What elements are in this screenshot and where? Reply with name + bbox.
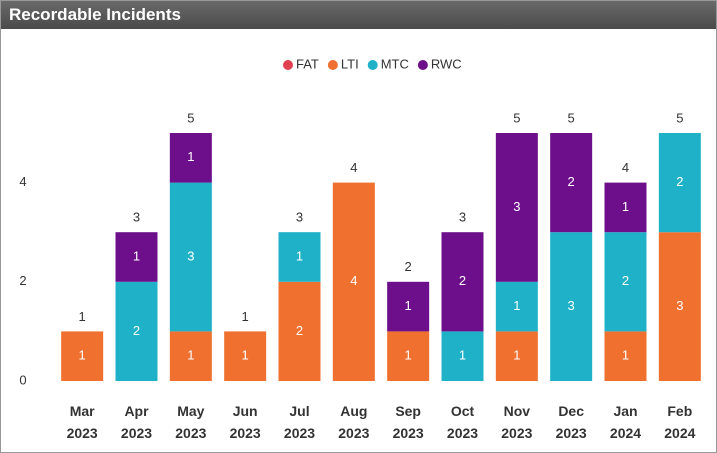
bar-segment — [604, 182, 647, 233]
y-tick-label: 2 — [19, 273, 26, 288]
total-label: 3 — [459, 210, 466, 225]
segment-label: 3 — [676, 298, 683, 313]
segment-label: 1 — [622, 199, 629, 214]
total-label: 5 — [513, 110, 520, 125]
legend-label: LTI — [341, 56, 359, 71]
bar-segment — [495, 281, 538, 332]
segment-label: 2 — [459, 273, 466, 288]
bar-segment — [61, 331, 104, 381]
y-tick-label: 0 — [19, 372, 26, 387]
x-tick-label: Sep 2023 — [392, 403, 424, 441]
x-tick-label: Jun 2023 — [229, 403, 261, 441]
bar-segment — [441, 331, 484, 381]
legend-label: RWC — [431, 56, 462, 71]
segment-label: 1 — [459, 348, 466, 363]
bar-segment — [115, 232, 158, 282]
legend-label: MTC — [381, 56, 409, 71]
bar-segment — [550, 232, 593, 381]
bar-segment — [115, 281, 158, 381]
segment-label: 3 — [187, 248, 194, 263]
x-tick-label: May 2023 — [175, 403, 207, 441]
total-label: 4 — [622, 160, 629, 175]
segment-label: 4 — [350, 273, 357, 288]
bar-segment — [169, 133, 212, 183]
segment-label: 1 — [296, 248, 303, 263]
x-tick-label: Mar 2023 — [66, 403, 98, 441]
total-label: 3 — [133, 210, 140, 225]
segment-label: 2 — [296, 323, 303, 338]
x-tick-label: Dec 2023 — [555, 403, 587, 441]
bar-segment — [604, 331, 647, 381]
total-label: 4 — [350, 160, 357, 175]
segment-label: 1 — [405, 298, 412, 313]
legend-swatch — [367, 60, 378, 70]
legend-swatch — [283, 60, 293, 70]
total-label: 5 — [568, 110, 575, 125]
segment-label: 3 — [568, 298, 575, 313]
legend-swatch — [417, 60, 428, 70]
x-tick-label: Apr 2023 — [120, 403, 153, 441]
x-tick-label: Jul 2023 — [283, 403, 316, 441]
segment-label: 1 — [79, 348, 86, 363]
total-label: 1 — [242, 309, 249, 324]
bar-segment — [278, 281, 321, 381]
total-label: 2 — [405, 259, 412, 274]
bar-segment — [441, 232, 484, 332]
segment-label: 1 — [405, 348, 412, 363]
bar-segment — [495, 331, 538, 381]
panel-title: Recordable Incidents — [1, 1, 716, 29]
total-label: 1 — [79, 309, 86, 324]
bar-segment — [224, 331, 267, 381]
x-tick-label: Feb 2024 — [664, 403, 696, 441]
x-tick-label: Oct 2023 — [446, 403, 479, 441]
bar-segment — [495, 133, 538, 282]
legend-swatch — [327, 60, 338, 70]
segment-label: 2 — [622, 273, 629, 288]
total-label: 5 — [676, 110, 683, 125]
x-tick-label: Nov 2023 — [501, 403, 533, 441]
segment-label: 1 — [513, 348, 520, 363]
total-label: 5 — [187, 110, 194, 125]
x-tick-label: Jan 2024 — [609, 403, 642, 441]
y-tick-label: 4 — [19, 174, 26, 189]
bar-segment — [332, 182, 375, 381]
total-label: 3 — [296, 210, 303, 225]
bar-segment — [658, 133, 701, 233]
bar-segment — [278, 232, 321, 282]
bar-segment — [658, 232, 701, 381]
segment-label: 2 — [676, 174, 683, 189]
segment-label: 3 — [513, 199, 520, 214]
bar-segment — [387, 331, 430, 381]
bar-segment — [169, 182, 212, 332]
bar-segment — [387, 281, 430, 332]
segment-label: 1 — [242, 348, 249, 363]
x-tick-label: Aug 2023 — [338, 403, 370, 441]
bar-segment — [169, 331, 212, 381]
segment-label: 1 — [187, 149, 194, 164]
bar-segment — [604, 232, 647, 332]
segment-label: 2 — [133, 323, 140, 338]
legend-label: FAT — [296, 56, 319, 71]
segment-label: 1 — [133, 248, 140, 263]
segment-label: 1 — [187, 348, 194, 363]
segment-label: 1 — [622, 348, 629, 363]
segment-label: 2 — [568, 174, 575, 189]
bar-segment — [550, 133, 593, 233]
segment-label: 1 — [513, 298, 520, 313]
